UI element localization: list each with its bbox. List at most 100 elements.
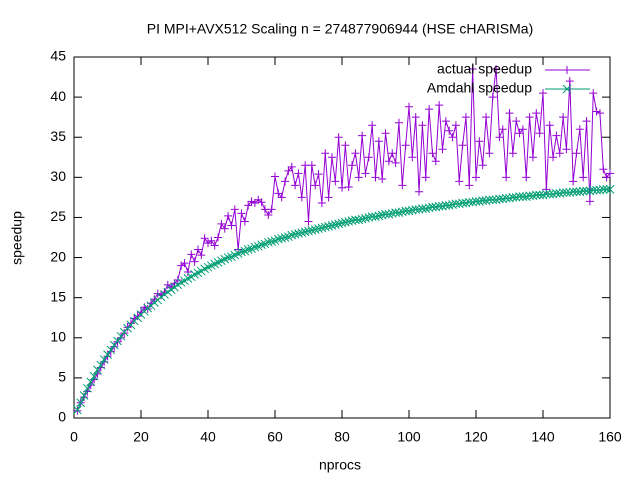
data-point [568, 187, 578, 197]
data-point [310, 225, 320, 234]
data-point [549, 153, 558, 162]
data-point [327, 153, 336, 162]
legend-label: actual speedup [437, 61, 532, 77]
data-point [485, 195, 494, 205]
data-point [317, 199, 326, 208]
y-tick-label: 20 [50, 248, 66, 264]
data-point [592, 107, 601, 116]
data-point [425, 105, 434, 114]
data-point [405, 102, 413, 111]
data-point [595, 109, 604, 118]
data-point [267, 237, 277, 246]
data-point [361, 169, 370, 178]
data-point [264, 211, 273, 220]
data-point [357, 214, 367, 224]
data-point [274, 189, 283, 198]
data-point [324, 221, 333, 231]
data-point [408, 153, 417, 162]
data-point [589, 89, 598, 98]
data-point [338, 183, 346, 192]
data-point [307, 225, 317, 235]
y-tick-label: 30 [50, 168, 66, 184]
data-point [558, 188, 568, 197]
data-point [368, 121, 377, 130]
data-point [569, 177, 578, 186]
data-point [374, 211, 384, 221]
data-point [532, 109, 541, 118]
data-point [187, 250, 196, 259]
data-point [441, 117, 450, 126]
data-point [411, 113, 420, 122]
data-point [555, 149, 564, 158]
data-point [582, 117, 591, 126]
data-point [418, 121, 427, 130]
data-point [468, 65, 477, 74]
data-point [113, 336, 122, 346]
data-point [421, 173, 430, 182]
data-point [197, 251, 206, 260]
data-point [585, 197, 594, 206]
data-point [273, 234, 283, 244]
data-point [334, 219, 344, 229]
data-point [327, 221, 337, 230]
x-tick-label: 100 [397, 429, 421, 445]
data-point [498, 125, 507, 134]
data-point [465, 181, 474, 190]
data-point [344, 182, 353, 191]
data-point [290, 229, 300, 239]
data-point [250, 199, 259, 208]
data-point [381, 129, 390, 138]
data-point [240, 217, 249, 226]
data-point [284, 166, 293, 175]
data-point [559, 113, 568, 122]
data-point [482, 113, 491, 122]
x-tick-label: 140 [531, 429, 555, 445]
data-point [220, 224, 229, 233]
data-point [190, 257, 199, 266]
data-point [421, 204, 431, 213]
data-point [528, 153, 537, 162]
data-point [280, 233, 290, 242]
y-tick-label: 5 [58, 369, 66, 385]
data-point [321, 149, 330, 158]
data-point [438, 145, 447, 154]
data-point [334, 133, 343, 142]
data-point [508, 149, 517, 158]
data-point [243, 245, 253, 254]
data-point [287, 230, 297, 240]
data-point [304, 217, 313, 226]
data-point [448, 133, 457, 142]
x-tick-label: 20 [133, 429, 149, 445]
plot-border [73, 56, 611, 419]
data-point [250, 242, 260, 252]
data-point [358, 131, 367, 140]
x-tick-label: 80 [334, 429, 350, 445]
data-point [72, 405, 82, 415]
data-point [398, 181, 407, 190]
data-point [230, 205, 239, 214]
data-point [394, 118, 403, 127]
data-point [294, 169, 303, 178]
data-point [277, 193, 286, 202]
data-point [606, 169, 614, 178]
data-point [320, 222, 330, 232]
data-point [237, 247, 246, 257]
data-point [223, 253, 233, 262]
data-point [472, 173, 480, 182]
data-point [478, 161, 487, 170]
y-tick-label: 40 [50, 88, 66, 104]
data-point [445, 126, 454, 135]
data-point [93, 365, 102, 375]
data-point [86, 377, 96, 387]
data-point [210, 241, 219, 250]
data-point [552, 131, 561, 140]
data-point [354, 173, 363, 182]
data-point [575, 125, 584, 134]
data-point [311, 181, 320, 190]
y-tick-label: 45 [50, 48, 66, 64]
y-tick-label: 25 [50, 208, 66, 224]
data-point [388, 149, 397, 158]
data-point [344, 217, 354, 226]
